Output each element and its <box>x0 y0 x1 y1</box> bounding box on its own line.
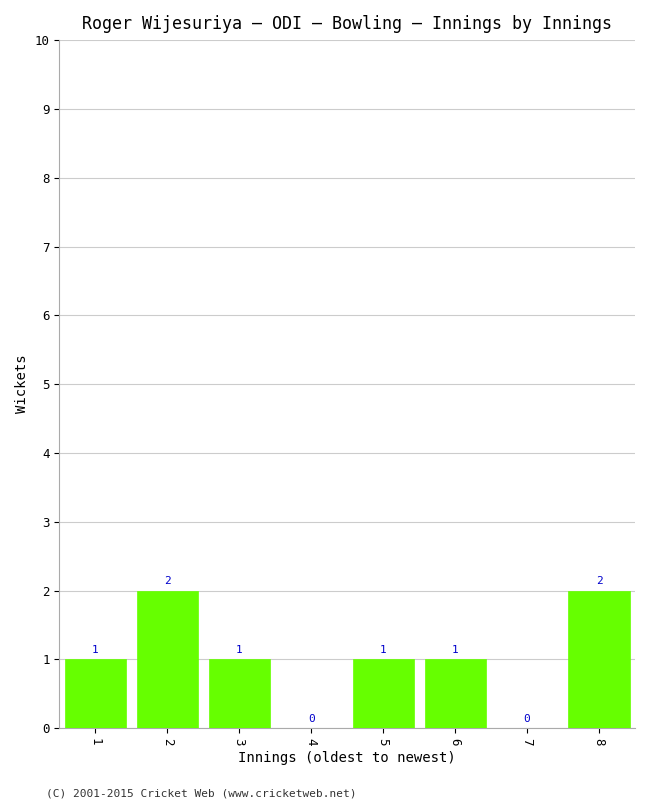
Y-axis label: Wickets: Wickets <box>15 355 29 414</box>
X-axis label: Innings (oldest to newest): Innings (oldest to newest) <box>239 751 456 765</box>
Text: (C) 2001-2015 Cricket Web (www.cricketweb.net): (C) 2001-2015 Cricket Web (www.cricketwe… <box>46 788 356 798</box>
Bar <box>424 659 486 728</box>
Text: 1: 1 <box>380 646 387 655</box>
Text: 2: 2 <box>595 577 603 586</box>
Bar <box>136 590 198 728</box>
Bar <box>65 659 126 728</box>
Text: 0: 0 <box>524 714 530 724</box>
Text: 1: 1 <box>92 646 99 655</box>
Bar <box>569 590 630 728</box>
Bar <box>209 659 270 728</box>
Title: Roger Wijesuriya – ODI – Bowling – Innings by Innings: Roger Wijesuriya – ODI – Bowling – Innin… <box>82 15 612 33</box>
Text: 0: 0 <box>308 714 315 724</box>
Text: 1: 1 <box>236 646 242 655</box>
Text: 2: 2 <box>164 577 170 586</box>
Bar <box>352 659 413 728</box>
Text: 1: 1 <box>452 646 458 655</box>
